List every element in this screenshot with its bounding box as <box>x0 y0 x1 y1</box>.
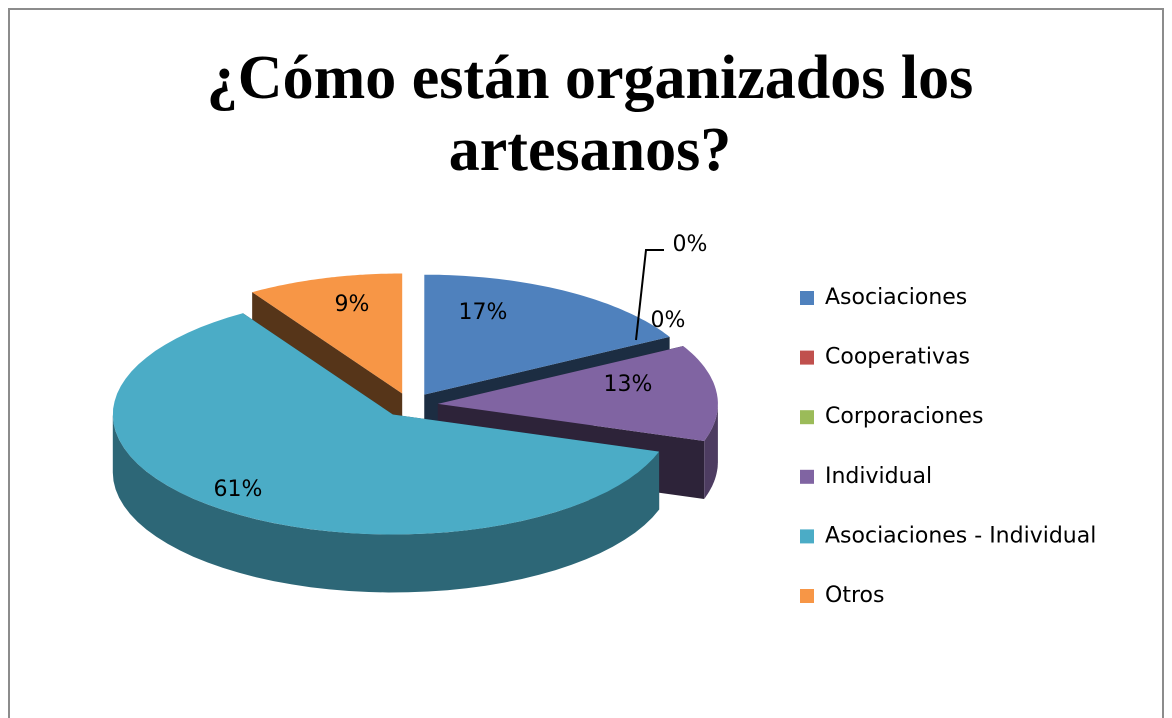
pie-slice <box>424 274 670 395</box>
pie-slice <box>252 273 403 394</box>
legend-swatch <box>800 469 814 484</box>
data-label: 61% <box>214 477 263 502</box>
pie-slice <box>437 346 718 441</box>
pie-rim <box>112 414 660 593</box>
legend-label: Asociaciones - Individual <box>825 523 1096 548</box>
data-label: 0% <box>651 308 686 333</box>
legend: Asociaciones Cooperativas Corporaciones Ind… <box>800 285 1096 608</box>
legend-label: Corporaciones <box>825 404 983 429</box>
legend-label: Cooperativas <box>825 345 970 370</box>
legend-swatch <box>800 350 814 365</box>
chart-title: ¿Cómo están organizados los artesanos? <box>206 44 974 184</box>
data-label: 0% <box>673 232 708 257</box>
leader-line <box>635 249 664 341</box>
legend-swatch <box>800 291 814 305</box>
data-label: 9% <box>335 292 370 317</box>
legend-label: Individual <box>825 464 932 489</box>
legend-swatch <box>800 589 814 603</box>
data-label: 17% <box>459 300 508 325</box>
chart-frame <box>8 8 1164 718</box>
pie-slice <box>112 313 660 535</box>
legend-swatch <box>800 410 814 425</box>
legend-label: Asociaciones <box>825 285 967 310</box>
legend-swatch <box>800 529 814 544</box>
pie-tops <box>112 273 718 535</box>
data-label: 13% <box>604 372 653 397</box>
legend-label: Otros <box>825 583 884 608</box>
data-labels: 17% 0% 0% 13% 61% 9% <box>214 232 708 502</box>
pie-rim <box>704 403 718 499</box>
